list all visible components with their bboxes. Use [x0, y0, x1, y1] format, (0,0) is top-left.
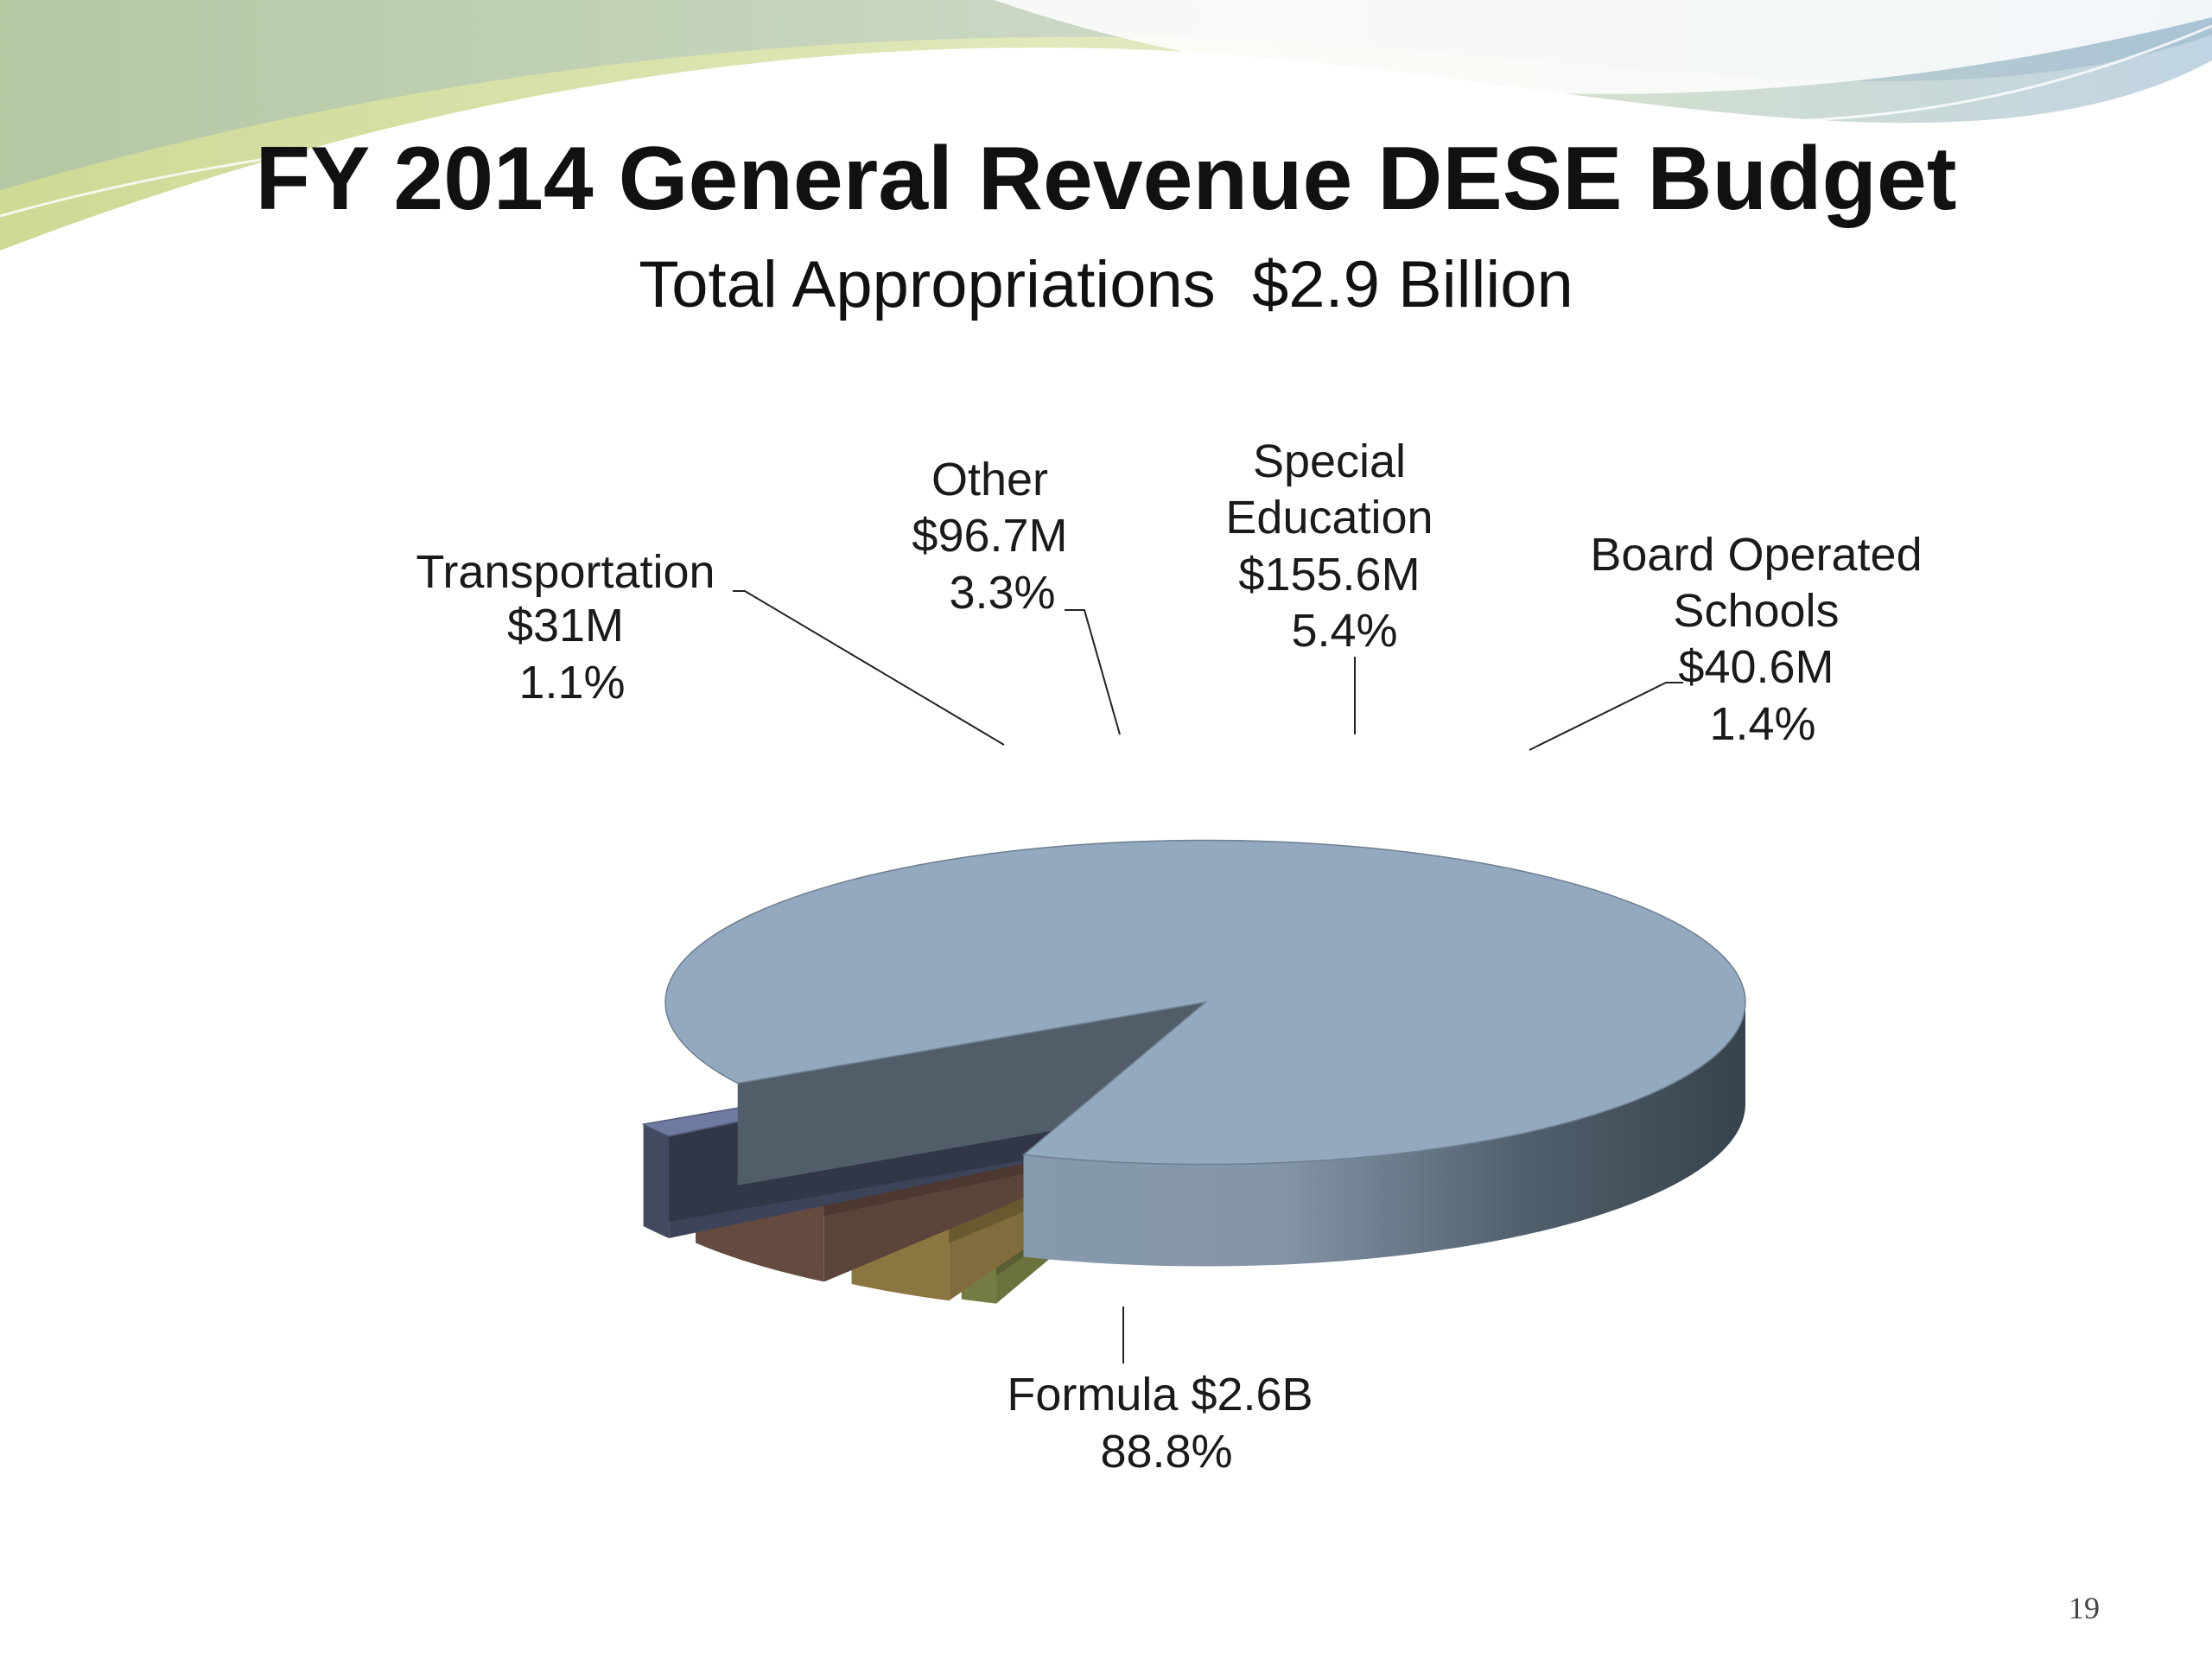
slice-side-formula — [737, 1002, 1205, 1185]
leader-board-operated-schools — [1529, 682, 1683, 751]
label-other-line: Other — [931, 454, 1048, 505]
label-other-line: $96.7M — [912, 510, 1067, 562]
label-special-education-line: 5.4% — [1291, 605, 1397, 657]
label-other-line: 3.3% — [949, 567, 1055, 619]
label-formula-line: Formula $2.6B — [1007, 1369, 1313, 1421]
background-swoosh — [1554, 24, 2212, 125]
label-formula-line: 88.8% — [1100, 1426, 1232, 1478]
label-board-operated-schools: Board Operated Schools $40.6M 1.4% — [1590, 529, 1935, 750]
leader-lines — [733, 590, 1683, 1363]
label-board-operated-line: Schools — [1673, 585, 1839, 637]
label-board-operated-line: Board Operated — [1590, 529, 1922, 581]
label-special-education-line: $155.6M — [1238, 549, 1420, 601]
leader-other — [1065, 609, 1121, 735]
label-other: Other $96.7M 3.3% — [912, 454, 1080, 619]
slide-title: FY 2014 General Revenue DESE Budget — [255, 129, 1957, 229]
slice-rim-board-operated-schools — [643, 1124, 670, 1239]
label-special-education-line: Special — [1253, 435, 1406, 487]
slide-subtitle: Total Appropriations $2.9 Billion — [639, 248, 1573, 321]
label-board-operated-line: 1.4% — [1709, 698, 1815, 750]
label-transportation-line: 1.1% — [518, 657, 625, 709]
label-board-operated-line: $40.6M — [1678, 641, 1834, 693]
label-formula: Formula $2.6B 88.8% — [1007, 1369, 1325, 1478]
label-special-education: Special Education $155.6M 5.4% — [1225, 435, 1446, 657]
pie-slices — [641, 839, 1746, 1304]
leader-transportation — [733, 590, 1005, 746]
label-transportation-line: Transportation — [416, 546, 715, 598]
label-special-education-line: Education — [1225, 492, 1433, 543]
label-transportation: Transportation $31M 1.1% — [416, 546, 728, 709]
slice-rim-formula — [1023, 1002, 1745, 1267]
background-swoosh — [994, 0, 2212, 94]
slice-formula — [664, 839, 1746, 1166]
data-labels: Formula $2.6B 88.8% Transportation $31M … — [416, 435, 1935, 1478]
background-swoosh — [0, 121, 1470, 218]
page-number: 19 — [2069, 1591, 2100, 1625]
label-transportation-line: $31M — [507, 600, 624, 652]
